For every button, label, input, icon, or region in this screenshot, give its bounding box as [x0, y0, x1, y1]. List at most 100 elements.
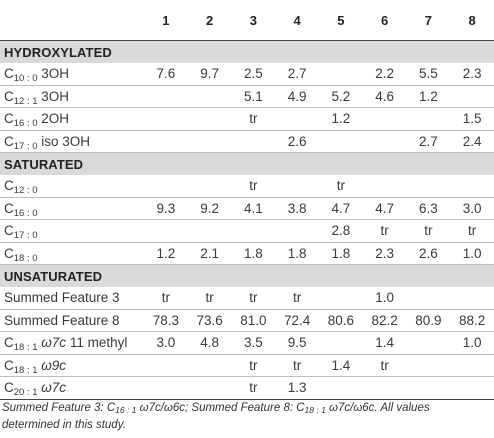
table-cell: 1.2 [319, 107, 363, 131]
table-cell: tr [362, 219, 407, 243]
table-row: C16 : 0 2OH tr 1.2 1.5 [0, 107, 494, 131]
table-cell: 1.0 [362, 287, 407, 310]
table-cell: 88.2 [450, 309, 494, 332]
table-cell [406, 331, 451, 355]
row-label-subscript: 12 : 1 [13, 95, 38, 107]
table-cell [187, 354, 232, 377]
table-cell: tr [406, 219, 451, 243]
row-label-rest: 2OH [37, 111, 70, 127]
table-cell: 2.4 [450, 130, 494, 153]
table-cell: tr [231, 354, 276, 377]
row-label-base: C [4, 245, 14, 261]
table-cell: tr [187, 287, 232, 310]
table-cell [450, 376, 494, 400]
table-cell: 73.6 [187, 309, 232, 332]
table-cell: 2.2 [362, 63, 407, 86]
table-cell: tr [450, 219, 494, 243]
table-cell [144, 219, 188, 243]
table-cell: 4.7 [362, 197, 407, 220]
row-label-base: C [4, 200, 14, 216]
column-header: 3 [231, 0, 276, 41]
column-header: 2 [187, 0, 232, 41]
table-cell: 2.8 [319, 219, 363, 243]
row-label-base: Summed Feature 8 [4, 312, 120, 328]
table-cell [275, 107, 319, 131]
table-cell: 9.7 [187, 63, 232, 86]
table-row: C10 : 0 3OH 7.6 9.7 2.5 2.7 2.2 5.5 2.3 [0, 63, 494, 86]
table-cell [144, 85, 188, 108]
table-cell: 1.8 [275, 242, 319, 265]
table-cell: 9.5 [275, 331, 319, 355]
table-cell [144, 130, 188, 153]
table-cell: 1.0 [450, 331, 494, 355]
table-cell: tr [231, 376, 276, 400]
row-label-base: Summed Feature 3 [4, 290, 120, 306]
row-label-subscript: 18 : 1 [13, 364, 38, 376]
row-label: C12 : 1 3OH [0, 85, 144, 108]
table-cell: 72.4 [275, 309, 319, 332]
table-row: C12 : 1 3OH 5.1 4.9 5.2 4.6 1.2 [0, 85, 494, 108]
row-label-base: C [4, 133, 14, 149]
header-corner [0, 0, 144, 41]
row-label-italic: ω7c [37, 380, 67, 396]
table-cell: 5.1 [231, 85, 276, 108]
row-label-italic: ω7c [37, 335, 67, 351]
row-label: C17 : 0 [0, 219, 144, 243]
table-body: HYDROXYLATED C10 : 0 3OH 7.6 9.7 2.5 2.7 2.2 5.… [0, 40, 494, 400]
table-cell: 1.2 [144, 242, 188, 265]
table-row: C20 : 1 ω7c tr 1.3 [0, 376, 494, 400]
row-label-subscript: 16 : 0 [13, 207, 38, 219]
row-label: C16 : 0 [0, 197, 144, 220]
row-label-subscript: 10 : 0 [13, 73, 38, 85]
row-label-rest: 3OH [37, 88, 70, 104]
table-cell: tr [231, 175, 276, 198]
table-cell: 5.2 [319, 85, 363, 108]
table-cell: 5.5 [406, 63, 451, 86]
table-cell: 4.1 [231, 197, 276, 220]
table-cell: 2.7 [275, 63, 319, 86]
table-cell [450, 175, 494, 198]
row-label-italic: ω9c [37, 357, 67, 373]
row-label: C18 : 0 [0, 242, 144, 265]
row-label: C18 : 1 ω7c 11 methyl [0, 331, 144, 355]
table-cell: 1.0 [450, 242, 494, 265]
table-cell [406, 376, 451, 400]
table-cell: 1.8 [231, 242, 276, 265]
table-row: C12 : 0 tr tr [0, 175, 494, 198]
table-cell [187, 376, 232, 400]
row-label-base: C [4, 66, 14, 82]
table-cell: 78.3 [144, 309, 188, 332]
table-cell [406, 354, 451, 377]
row-label: C18 : 1 ω9c [0, 354, 144, 377]
row-label-base: C [4, 223, 14, 239]
row-label-base: C [4, 380, 14, 396]
table-cell [319, 376, 363, 400]
table-cell: tr [275, 287, 319, 310]
row-label: C10 : 0 3OH [0, 63, 144, 86]
table-cell: tr [231, 287, 276, 310]
table-row: C18 : 0 1.2 2.1 1.8 1.8 1.8 2.3 2.6 1.0 [0, 242, 494, 265]
table-cell [406, 107, 451, 131]
table-cell [406, 175, 451, 198]
row-label-subscript: 17 : 0 [13, 140, 38, 152]
row-label-rest: iso 3OH [37, 133, 91, 149]
table-cell: 2.6 [275, 130, 319, 153]
table-cell: 80.9 [406, 309, 451, 332]
row-label-subscript: 16 : 0 [13, 118, 38, 130]
table-cell: 2.5 [231, 63, 276, 86]
table-cell: tr [231, 107, 276, 131]
table-cell: 80.6 [319, 309, 363, 332]
table-cell [362, 130, 407, 153]
table-cell: 7.6 [144, 63, 188, 86]
table-row: C16 : 0 9.3 9.2 4.1 3.8 4.7 4.7 6.3 3.0 [0, 197, 494, 220]
table-row: C18 : 1 ω7c 11 methyl 3.0 4.8 3.5 9.5 1.4 1.0 [0, 331, 494, 355]
table-cell [406, 287, 451, 310]
table-cell [319, 287, 363, 310]
section-header-row: HYDROXYLATED [0, 40, 494, 63]
row-label-base: C [4, 88, 14, 104]
table-cell [187, 107, 232, 131]
table-cell [362, 107, 407, 131]
column-header: 7 [406, 0, 451, 41]
table-cell: 4.7 [319, 197, 363, 220]
